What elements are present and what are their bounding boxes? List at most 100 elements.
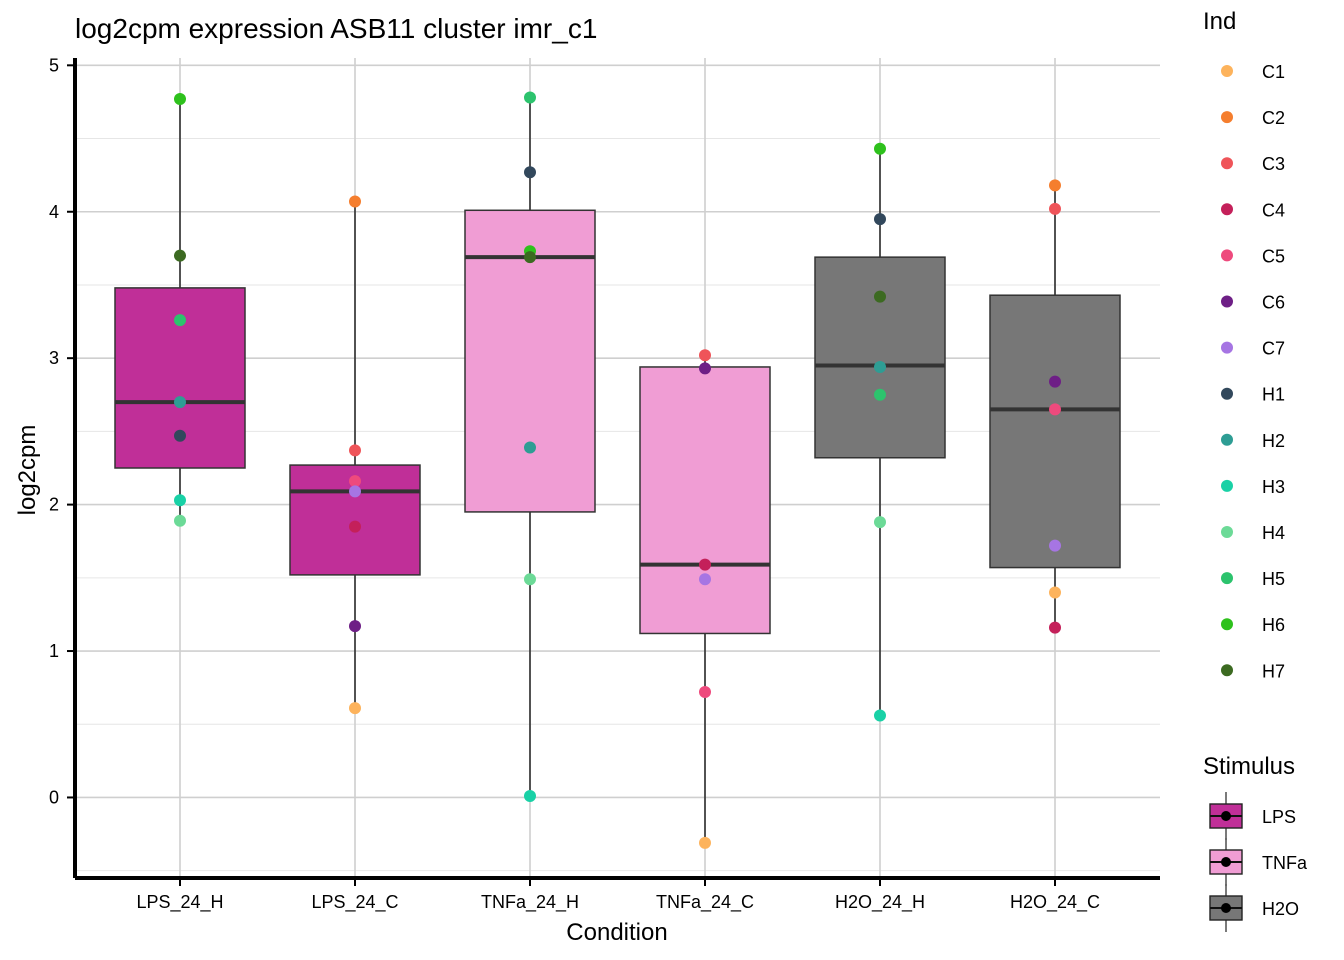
x-tick-label: LPS_24_C <box>311 892 398 913</box>
box <box>639 366 771 635</box>
legend-ind-label: H1 <box>1262 385 1285 405</box>
legend-stimulus: Stimulus LPS TNFa H2O <box>1203 753 1308 932</box>
legend-ind-label: C6 <box>1262 293 1285 313</box>
legend-stimulus-title: Stimulus <box>1203 753 1295 780</box>
legend-ind-key <box>1221 479 1233 492</box>
y-tick-label: 4 <box>49 202 59 222</box>
legend-stimulus-label: TNFa <box>1262 853 1308 873</box>
legend-ind-label: H5 <box>1262 569 1285 589</box>
legend-ind-label: C4 <box>1262 200 1285 220</box>
y-tick-label: 2 <box>49 495 59 515</box>
data-point <box>524 573 536 586</box>
legend-ind-label: C3 <box>1262 154 1285 174</box>
box <box>814 256 946 459</box>
legend-ind-label: C1 <box>1262 62 1285 82</box>
data-point <box>524 790 536 802</box>
point-layer <box>174 91 1061 849</box>
legend-ind-label: H4 <box>1262 523 1285 543</box>
legend-ind-title: Ind <box>1203 8 1236 35</box>
data-point <box>174 429 186 442</box>
legend-ind-label: H2 <box>1262 431 1285 451</box>
data-point <box>874 213 886 226</box>
box <box>989 294 1121 569</box>
data-point <box>1049 202 1061 215</box>
data-point <box>1049 539 1061 552</box>
legend-ind-key <box>1221 341 1233 354</box>
legend-ind: Ind C1 C2 C3 C4 C5 C6 C7 H1 H2 H3 H4 H5 H6 H7 <box>1203 8 1285 681</box>
x-tick-label: TNFa_24_C <box>656 892 754 913</box>
x-tick-label: TNFa_24_H <box>481 892 579 913</box>
data-point <box>524 91 536 104</box>
data-point <box>699 349 711 362</box>
legend-ind-label: C5 <box>1262 246 1285 266</box>
data-point <box>1049 403 1061 416</box>
data-point <box>1049 375 1061 388</box>
legend-ind-label: H6 <box>1262 615 1285 635</box>
y-axis-title: log2cpm <box>14 425 41 516</box>
data-point <box>874 142 886 155</box>
data-point <box>349 444 361 457</box>
x-tick-label: H2O_24_C <box>1010 892 1100 913</box>
data-point <box>174 494 186 507</box>
data-point <box>874 516 886 529</box>
y-tick-label: 1 <box>49 641 59 661</box>
legend-ind-label: C2 <box>1262 108 1285 128</box>
legend-stimulus-dot <box>1221 811 1231 821</box>
legend-ind-key <box>1221 526 1233 538</box>
data-point <box>174 249 186 262</box>
data-point <box>874 709 886 722</box>
data-point <box>174 396 186 409</box>
legend-ind-label: C7 <box>1262 339 1285 359</box>
data-point <box>1049 586 1061 599</box>
legend-ind-key <box>1221 65 1233 77</box>
data-point <box>524 166 536 179</box>
x-tick-label: LPS_24_H <box>136 892 223 913</box>
legend-ind-key <box>1221 664 1233 677</box>
data-point <box>874 290 886 303</box>
data-point <box>349 195 361 208</box>
data-point <box>174 514 186 527</box>
legend-ind-key <box>1221 572 1233 585</box>
axes: 0 1 2 3 4 5 LPS_24_H LPS_24_C TNFa_24_H TNFa_24_C… <box>49 55 1160 913</box>
y-tick-label: 3 <box>49 348 59 368</box>
legend-ind-key <box>1221 157 1233 170</box>
box <box>464 209 596 513</box>
legend-ind-label: H7 <box>1262 661 1285 681</box>
y-tick-label: 5 <box>49 55 59 75</box>
legend-stimulus-dot <box>1221 857 1231 867</box>
data-point <box>699 573 711 586</box>
legend-ind-key <box>1221 433 1233 446</box>
data-point <box>174 314 186 327</box>
data-point <box>524 441 536 454</box>
legend-ind-key <box>1221 295 1233 308</box>
legend-stimulus-label: LPS <box>1262 807 1296 827</box>
y-tick-label: 0 <box>49 787 59 807</box>
data-point <box>699 558 711 571</box>
legend-ind-label: H3 <box>1262 477 1285 497</box>
data-point <box>349 620 361 633</box>
legend-stimulus-label: H2O <box>1262 899 1299 919</box>
data-point <box>874 360 886 373</box>
data-point <box>699 686 711 699</box>
legend-ind-key <box>1221 249 1233 262</box>
legend-ind-key <box>1221 111 1233 124</box>
data-point <box>349 702 361 715</box>
data-point <box>349 485 361 498</box>
data-point <box>1049 179 1061 192</box>
data-point <box>874 388 886 401</box>
x-axis-title: Condition <box>566 919 667 946</box>
legend-stimulus-dot <box>1221 903 1231 913</box>
data-point <box>349 475 361 488</box>
data-point <box>699 362 711 375</box>
legend-ind-key <box>1221 387 1233 400</box>
x-tick-label: H2O_24_H <box>835 892 925 913</box>
legend-ind-key <box>1221 618 1233 631</box>
chart-title: log2cpm expression ASB11 cluster imr_c1 <box>75 13 597 44</box>
data-point <box>1049 621 1061 634</box>
legend-ind-key <box>1221 203 1233 216</box>
data-point <box>524 251 536 264</box>
box-layer <box>114 97 1121 843</box>
data-point <box>699 836 711 849</box>
data-point <box>174 93 186 105</box>
